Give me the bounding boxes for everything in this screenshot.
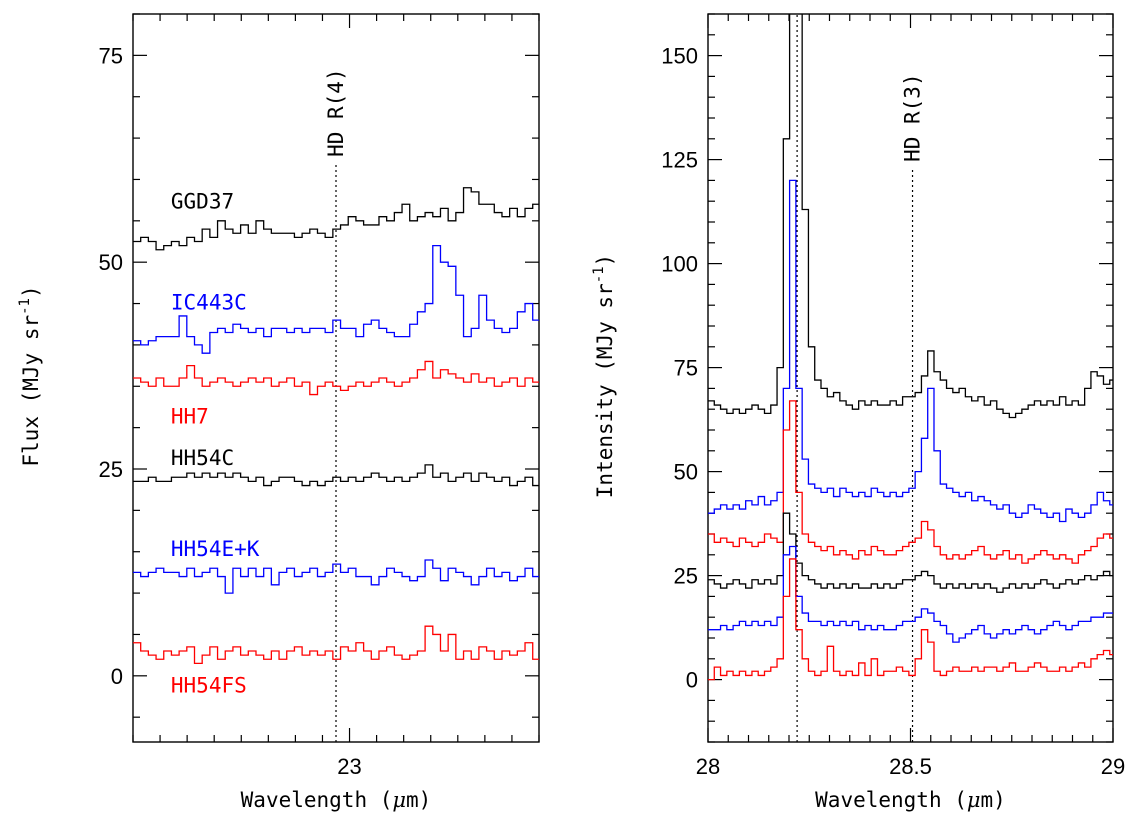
series-line-hh54e-k [708,545,1113,643]
series-line-ic443c [708,179,1113,523]
x-tick-label: 28.5 [889,754,932,779]
y-tick-label: 125 [661,148,698,173]
series-line-hh54c [133,464,539,487]
series-label-hh54fs: HH54FS [171,673,247,697]
y-tick-label: 0 [111,664,123,689]
y-tick-label: 25 [674,564,698,589]
y-tick-label: 150 [661,44,698,69]
y-axis-title: Flux (MJy sr-1) [17,285,43,466]
series-line-hh54c [708,512,1113,593]
line-marker-label: HD R(4) [324,68,348,157]
y-tick-label: 50 [99,250,123,275]
plot-area [708,14,1113,742]
series-line-hh54e-k [133,559,539,594]
series-label-hh54e-k: HH54E+K [171,537,260,561]
y-tick-label: 100 [661,252,698,277]
y-tick-label: 0 [686,668,698,693]
x-axis-title: Wavelength (μm) [241,788,432,812]
series-line-ggd37 [708,14,1113,419]
series-label-ic443c: IC443C [171,290,247,314]
line-marker-label: HD R(3) [901,73,925,162]
series-line-hh54fs [133,625,539,665]
series-line-ic443c [133,244,539,354]
x-tick-label: 29 [1101,754,1125,779]
right-panel: 0 25 50 75 100 125 150 28 28.5 29 Wavelength (μm) I… [591,13,1125,812]
y-tick-label: 75 [674,356,698,381]
y-tick-label: 75 [99,43,123,68]
series-label-ggd37: GGD37 [171,189,234,213]
left-panel: 0 25 50 75 23 Wavelength (μm) Flux (MJy sr-1) H… [17,13,540,812]
series-line-hh7 [133,360,539,396]
series-line-ggd37 [133,187,539,251]
x-tick-label: 28 [696,754,720,779]
series-label-hh54c: HH54C [171,446,234,470]
series-line-hh54fs [708,558,1113,681]
y-tick-label: 25 [99,457,123,482]
series-line-hh7 [708,400,1113,564]
plot-area [133,162,539,742]
x-tick-label: 23 [337,754,361,779]
x-axis-title: Wavelength (μm) [815,788,1006,812]
y-tick-label: 50 [674,460,698,485]
series-label-hh7: HH7 [171,405,209,429]
y-axis-title: Intensity (MJy sr-1) [591,254,617,498]
